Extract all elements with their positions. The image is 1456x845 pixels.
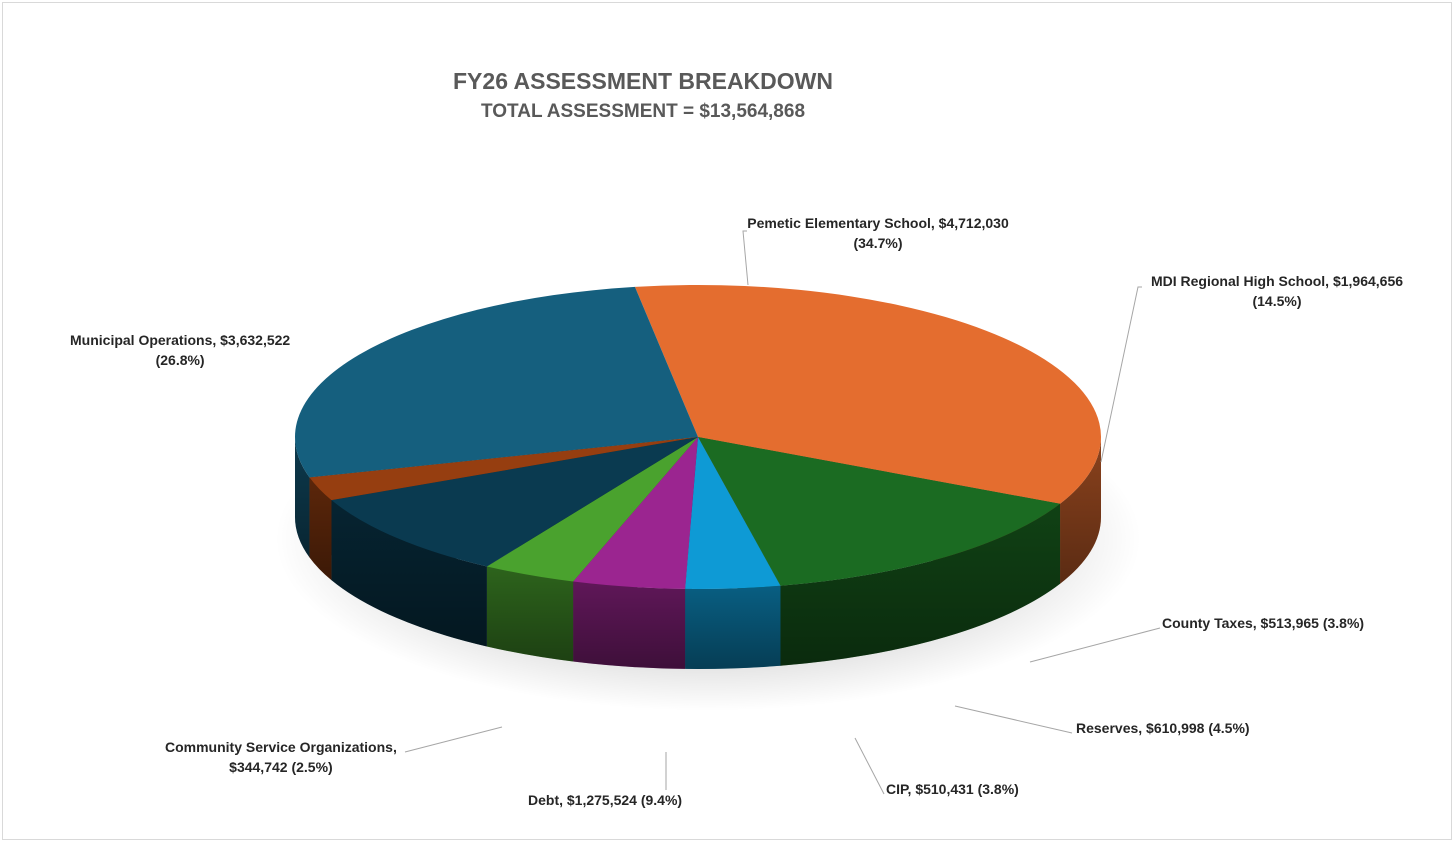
data-label-line: (34.7%) — [853, 235, 903, 251]
data-label-community-service-organizations: Community Service Organizations, $344,742… — [165, 737, 397, 777]
data-label-county-taxes: County Taxes, $513,965 (3.8%) — [1162, 613, 1364, 633]
data-label-mdi-regional-high-school: MDI Regional High School, $1,964,656 (14.… — [1151, 271, 1403, 311]
pie-side-shade-7 — [295, 437, 310, 558]
pie-slice-reserves — [573, 437, 698, 589]
data-label-line: $344,742 (2.5%) — [229, 759, 333, 775]
data-label-line: Municipal Operations, $3,632,522 — [70, 332, 291, 348]
pie-slice-cip — [486, 437, 698, 582]
leader-line-1 — [1100, 286, 1142, 463]
pie-slice-debt — [331, 437, 698, 567]
data-label-line: (26.8%) — [155, 352, 205, 368]
data-label-municipal-operations: Municipal Operations, $3,632,522 (26.8%) — [70, 330, 290, 370]
leader-line-6 — [404, 726, 503, 753]
leader-line-2 — [1029, 627, 1161, 663]
chart-title: FY26 ASSESSMENT BREAKDOWN — [453, 68, 833, 94]
pie-slice-pemetic-elementary-school — [634, 285, 1101, 504]
pie-side-shade-1 — [780, 503, 1061, 666]
pie-slice-mdi-regional-high-school — [698, 437, 1061, 586]
data-label-reserves: Reserves, $610,998 (4.5%) — [1076, 718, 1250, 738]
leader-line-3 — [954, 705, 1073, 734]
data-label-line: (14.5%) — [1252, 293, 1302, 309]
pie-side-shade-5 — [331, 500, 487, 647]
pie-slice-county-taxes — [685, 437, 781, 589]
pie-side-shade-3 — [573, 581, 686, 669]
pie-side-shade-4 — [486, 566, 574, 662]
pie-side-shade-2 — [685, 585, 781, 669]
pie-side-shade-6 — [309, 477, 332, 581]
data-label-line: Pemetic Elementary School, $4,712,030 — [747, 215, 1009, 231]
data-label-line: Debt, $1,275,524 (9.4%) — [528, 792, 683, 808]
pie-side-shade-0 — [1060, 437, 1101, 584]
data-label-line: Reserves, $610,998 (4.5%) — [1076, 720, 1250, 736]
data-label-line: Community Service Organizations, — [165, 739, 397, 755]
chart-subtitle: TOTAL ASSESSMENT = $13,564,868 — [480, 101, 806, 122]
data-label-cip: CIP, $510,431 (3.8%) — [886, 779, 1019, 799]
data-label-line: County Taxes, $513,965 (3.8%) — [1162, 615, 1365, 631]
leader-line-0 — [742, 230, 749, 286]
pie-slice-community-service-organizations — [309, 437, 698, 501]
data-label-debt: Debt, $1,275,524 (9.4%) — [528, 790, 682, 810]
data-label-line: MDI Regional High School, $1,964,656 — [1150, 273, 1404, 289]
data-label-line: CIP, $510,431 (3.8%) — [886, 781, 1019, 797]
pie-slice-municipal-operations — [295, 286, 698, 478]
leader-line-4 — [854, 737, 885, 795]
data-label-pemetic-elementary-school: Pemetic Elementary School, $4,712,030 (34… — [747, 213, 1008, 253]
